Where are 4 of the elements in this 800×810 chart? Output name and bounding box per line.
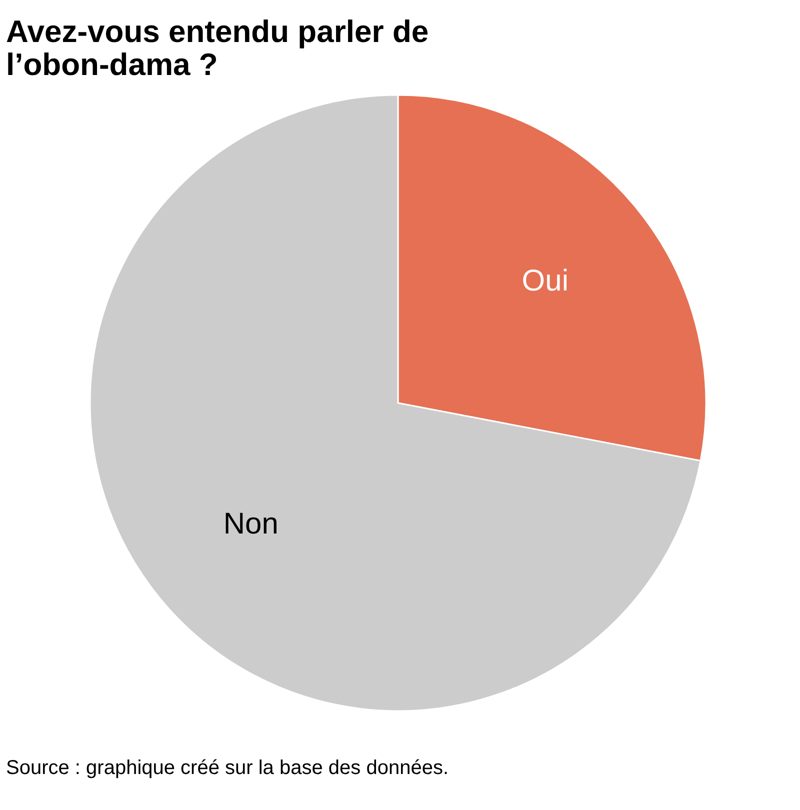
slice-label: Oui	[522, 264, 568, 298]
chart-title: Avez-vous entendu parler de l’obon-dama ?	[6, 14, 429, 82]
source-note: Source : graphique créé sur la base des données.	[6, 757, 449, 779]
slice-label: Non	[223, 508, 278, 541]
